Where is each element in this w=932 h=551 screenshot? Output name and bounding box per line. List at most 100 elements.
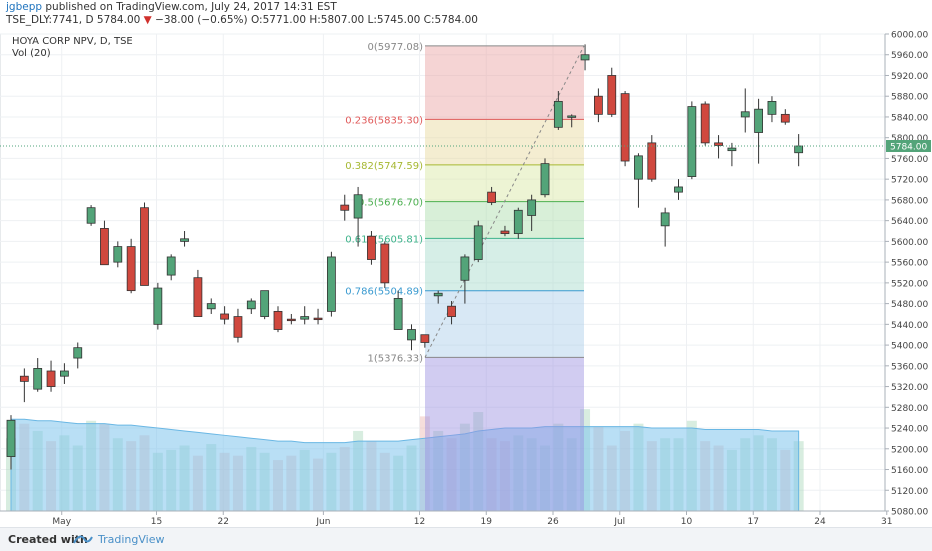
candle-body: [140, 207, 149, 286]
candle-body: [180, 238, 189, 242]
price-tick-label: 5360.00: [891, 362, 928, 372]
footer-bar: Created with TradingView: [0, 527, 932, 551]
candle-body: [326, 256, 336, 312]
candle-body: [100, 228, 109, 266]
candle-body: [86, 207, 96, 224]
fib-zone-extension: [425, 357, 584, 511]
time-tick-label: 17: [748, 517, 759, 527]
price-tick-label: 5800.00: [891, 134, 928, 144]
price-chart[interactable]: 0(5977.08) 0.236(5835.30) 0.382(5747.59) 0.…: [0, 30, 932, 527]
time-axis[interactable]: May 15 22 Jun 12 19 26 Jul 10 17 24 31: [0, 510, 892, 527]
volume-ma-area: [10, 418, 800, 512]
price-tick-label: 5680.00: [891, 196, 928, 206]
candle-body: [313, 317, 323, 321]
candle-body: [714, 142, 723, 146]
candle-body: [740, 111, 750, 118]
candle-body: [260, 290, 270, 317]
author-link[interactable]: jgbepp: [6, 1, 43, 13]
candle-body: [780, 113, 790, 123]
time-tick-label: 24: [814, 517, 826, 527]
price-tick-label: 5400.00: [891, 342, 928, 352]
candle-body: [473, 225, 483, 260]
candle-body: [300, 316, 310, 320]
time-tick-label: 31: [881, 517, 892, 527]
fib-level-label: 0.382(5747.59): [345, 161, 423, 172]
publish-info: published on TradingView.com, July 24, 2…: [45, 1, 337, 13]
time-tick-label: Jun: [315, 517, 330, 527]
price-tick-label: 5880.00: [891, 93, 928, 103]
publish-line: jgbepp published on TradingView.com, Jul…: [6, 1, 337, 13]
candle-body: [33, 368, 43, 390]
candle-body: [153, 287, 163, 325]
candle-body: [727, 147, 737, 152]
candle-body: [553, 101, 563, 128]
candle-body: [460, 256, 470, 281]
brand-link[interactable]: TradingView: [98, 533, 165, 546]
last-price: 5784.00: [96, 14, 141, 26]
candle-body: [620, 93, 630, 162]
candle-body: [113, 246, 123, 263]
fib-trend-line: [424, 45, 585, 358]
price-tick-label: 5920.00: [891, 72, 928, 82]
fib-level-label: 1(5376.33): [367, 353, 423, 364]
candle-body: [580, 54, 590, 61]
down-arrow-icon: ▼: [143, 14, 152, 26]
price-tick-label: 6000.00: [891, 31, 928, 41]
fibonacci-retracement[interactable]: 0(5977.08) 0.236(5835.30) 0.382(5747.59) 0.…: [345, 42, 585, 511]
price-tick-label: 5640.00: [891, 217, 928, 227]
candle-body: [594, 95, 603, 115]
price-tick-label: 5560.00: [891, 259, 928, 269]
candle-body: [674, 186, 683, 193]
candle-body: [447, 305, 456, 317]
symbol-legend: HOYA CORP NPV, D, TSE: [12, 36, 133, 47]
candle-body: [407, 329, 416, 341]
candle-body: [487, 191, 497, 203]
price-tick-label: 5120.00: [891, 487, 928, 497]
time-tick-label: 22: [218, 517, 229, 527]
fib-level-label: 0.5(5676.70): [358, 198, 423, 209]
candle-body: [500, 230, 510, 235]
price-axis-bg: [885, 30, 932, 527]
time-tick-label: 12: [414, 517, 425, 527]
price-axis[interactable]: 5080.00 5120.00 5160.00 5200.00 5240.00 5280.…: [884, 30, 932, 527]
candle-body: [367, 235, 376, 260]
last-price-badge-label: 5784.00: [890, 142, 927, 152]
candle-body: [126, 246, 136, 292]
price-tick-label: 5280.00: [891, 404, 928, 414]
last-price-badge: [886, 139, 931, 152]
candle-body: [286, 318, 296, 322]
price-tick-label: 5960.00: [891, 51, 928, 61]
candle-body: [767, 101, 777, 115]
price-tick-label: 5200.00: [891, 445, 928, 455]
time-tick-label: 15: [151, 517, 162, 527]
candle-body: [687, 106, 697, 177]
candle-body: [794, 145, 804, 154]
volume-bars: [6, 409, 804, 512]
candle-body: [393, 298, 403, 330]
price-tick-label: 5760.00: [891, 155, 928, 165]
candle-body: [19, 375, 29, 382]
ticker: TSE_DLY:7741, D: [6, 14, 94, 26]
price-tick-label: 5600.00: [891, 238, 928, 248]
candle-body: [166, 256, 176, 276]
candle-body: [527, 199, 537, 216]
chart-header: jgbepp published on TradingView.com, Jul…: [0, 0, 932, 30]
candle-body: [6, 419, 16, 457]
candle-body: [246, 300, 256, 310]
candle-body: [193, 277, 203, 317]
candle-body: [420, 334, 430, 343]
fib-zone: [425, 164, 584, 202]
candle-body: [433, 292, 443, 297]
time-tick-label: Jul: [613, 517, 625, 527]
ohlc-values: O:5771.00 H:5807.00 L:5745.00 C:5784.00: [250, 14, 478, 26]
price-tick-label: 5840.00: [891, 113, 928, 123]
candle-body: [540, 163, 550, 196]
price-tick-label: 5720.00: [891, 176, 928, 186]
fib-level-label: 0(5977.08): [367, 42, 423, 53]
candle-body: [273, 310, 283, 330]
candle-body: [700, 103, 710, 144]
fib-level-label: 0.618(5605.81): [345, 234, 423, 245]
price-tick-label: 5520.00: [891, 279, 928, 289]
candle-body: [46, 370, 56, 387]
candle-body: [567, 115, 577, 118]
